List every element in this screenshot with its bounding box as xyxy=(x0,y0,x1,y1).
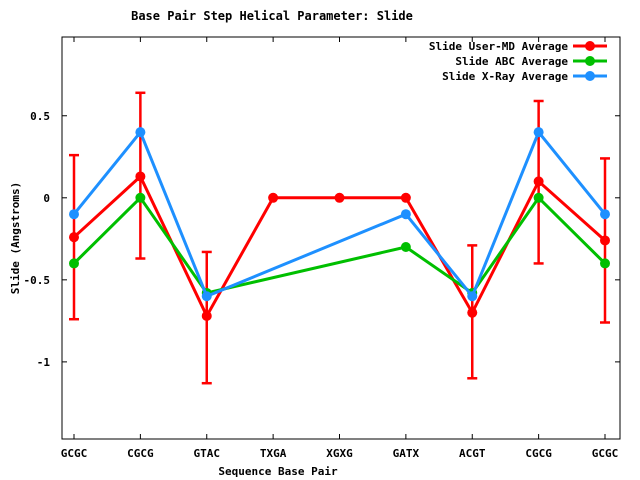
data-point xyxy=(400,209,411,220)
x-axis-label: Sequence Base Pair xyxy=(218,465,338,478)
x-tick-label: TXGA xyxy=(260,447,287,460)
legend-marker xyxy=(585,56,595,66)
x-tick-label: GCGC xyxy=(592,447,619,460)
x-tick-label: GATX xyxy=(393,447,420,460)
y-tick-label: 0.5 xyxy=(30,110,50,123)
legend-label: Slide X-Ray Average xyxy=(442,70,568,83)
data-point xyxy=(201,291,212,302)
x-tick-label: GCGC xyxy=(61,447,88,460)
legend-label: Slide ABC Average xyxy=(455,55,568,68)
y-axis-label: Slide (Angstroms) xyxy=(9,182,22,295)
plot-content: GCGC CGCG GTAC TXGA XGXG GATX ACGT CGCG GCGC 0.5 0… xyxy=(24,36,621,460)
series-line xyxy=(72,129,607,300)
data-point xyxy=(69,232,79,243)
data-point xyxy=(69,209,79,220)
series-2 xyxy=(69,192,610,298)
data-point xyxy=(400,242,411,253)
data-point xyxy=(201,310,212,321)
data-point xyxy=(69,258,79,269)
x-tick-label: CGCG xyxy=(525,447,552,460)
chart-title: Base Pair Step Helical Parameter: Slide xyxy=(131,9,413,23)
y-tick-label: -1 xyxy=(37,356,51,369)
x-tick-label: XGXG xyxy=(326,447,353,460)
legend-marker xyxy=(585,71,595,81)
data-point xyxy=(600,258,610,269)
series-line xyxy=(72,195,607,296)
legend-marker xyxy=(585,41,595,51)
x-tick-label: ACGT xyxy=(459,447,486,460)
data-point xyxy=(533,127,544,138)
x-tick-label: GTAC xyxy=(194,447,221,460)
data-point xyxy=(400,192,411,203)
x-tick-label: CGCG xyxy=(127,447,154,460)
data-point xyxy=(533,192,544,203)
data-point xyxy=(533,176,544,187)
data-point xyxy=(600,209,610,220)
plot-border xyxy=(61,36,621,440)
y-tick-label: -0.5 xyxy=(24,274,51,287)
data-point xyxy=(268,192,279,203)
y-tick-label: 0 xyxy=(43,192,50,205)
data-point xyxy=(334,192,345,203)
data-point xyxy=(135,192,146,203)
data-point xyxy=(600,235,610,246)
data-point xyxy=(135,127,146,138)
data-point xyxy=(467,291,478,302)
series-3 xyxy=(69,127,610,302)
data-point xyxy=(135,171,146,182)
data-point xyxy=(467,307,478,318)
series-1 xyxy=(69,91,610,385)
legend-label: Slide User-MD Average xyxy=(429,40,568,53)
